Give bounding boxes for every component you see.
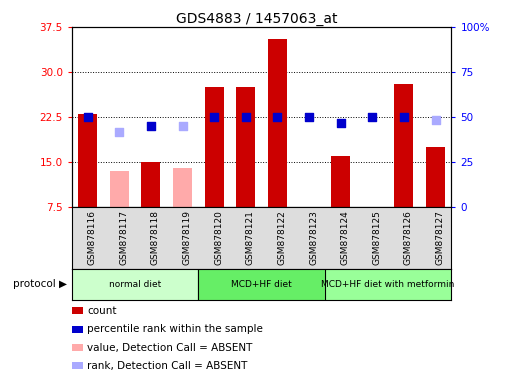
Text: MCD+HF diet with metformin: MCD+HF diet with metformin [322, 280, 455, 289]
Bar [325, 269, 451, 300]
Text: GDS4883 / 1457063_at: GDS4883 / 1457063_at [176, 12, 337, 25]
Bar [205, 87, 224, 207]
Text: GSM878126: GSM878126 [404, 210, 413, 265]
Point [273, 114, 282, 120]
Point [147, 123, 155, 129]
Text: normal diet: normal diet [109, 280, 161, 289]
Bar [72, 269, 199, 300]
Bar [173, 168, 192, 207]
Text: protocol ▶: protocol ▶ [13, 279, 67, 289]
Text: GSM878124: GSM878124 [341, 210, 350, 265]
Text: rank, Detection Call = ABSENT: rank, Detection Call = ABSENT [87, 361, 248, 371]
Text: GSM878122: GSM878122 [278, 210, 286, 265]
Point [431, 117, 440, 123]
Point [242, 114, 250, 120]
Bar [236, 87, 255, 207]
Bar [110, 171, 129, 207]
Text: GSM878123: GSM878123 [309, 210, 318, 265]
Text: GSM878118: GSM878118 [151, 210, 160, 265]
Text: GSM878125: GSM878125 [372, 210, 381, 265]
Text: GSM878116: GSM878116 [88, 210, 96, 265]
Text: GSM878117: GSM878117 [119, 210, 128, 265]
Point [400, 114, 408, 120]
Bar [426, 147, 445, 207]
Text: GSM878119: GSM878119 [183, 210, 191, 265]
Text: GSM878120: GSM878120 [214, 210, 223, 265]
Bar [199, 269, 325, 300]
Point [84, 114, 92, 120]
Bar [78, 114, 97, 207]
Text: GSM878121: GSM878121 [246, 210, 255, 265]
Bar [394, 84, 413, 207]
Bar [331, 156, 350, 207]
Point [337, 120, 345, 126]
Point [115, 129, 124, 135]
Text: GSM878127: GSM878127 [436, 210, 445, 265]
Text: value, Detection Call = ABSENT: value, Detection Call = ABSENT [87, 343, 252, 353]
Text: count: count [87, 306, 117, 316]
Bar [142, 162, 161, 207]
Bar [268, 39, 287, 207]
Text: percentile rank within the sample: percentile rank within the sample [87, 324, 263, 334]
Point [368, 114, 377, 120]
Point [179, 123, 187, 129]
Point [305, 114, 313, 120]
Text: MCD+HF diet: MCD+HF diet [231, 280, 292, 289]
Point [210, 114, 219, 120]
